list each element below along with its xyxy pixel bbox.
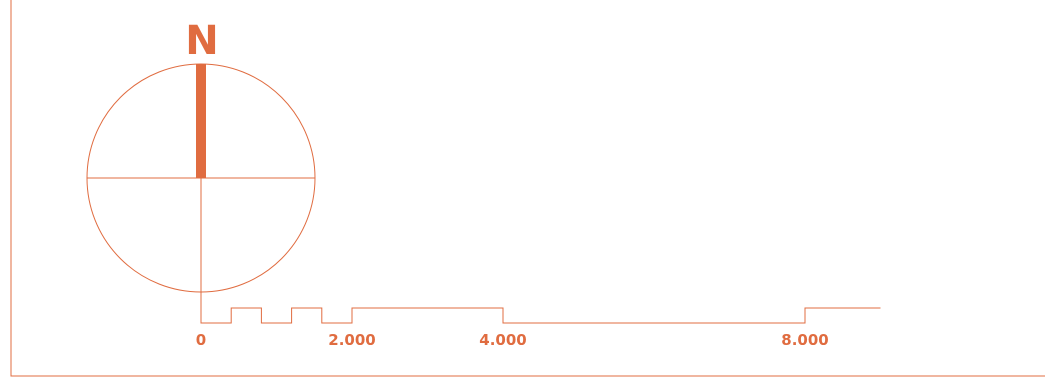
- scale-tick-label: 2.000: [328, 331, 375, 349]
- scale-tick-label: 8.000: [781, 331, 828, 349]
- scale-bar-line: [200, 290, 881, 324]
- map-frame: [10, 0, 1045, 377]
- scale-bar: 0 2.000 4.000 8.000: [196, 290, 881, 349]
- north-label: N: [185, 18, 218, 64]
- north-needle: [196, 64, 206, 178]
- scale-tick-label: 4.000: [479, 331, 526, 349]
- scale-bar-labels: 0 2.000 4.000 8.000: [196, 331, 829, 349]
- north-arrow: N: [86, 18, 316, 308]
- scale-tick-label: 0: [196, 331, 206, 349]
